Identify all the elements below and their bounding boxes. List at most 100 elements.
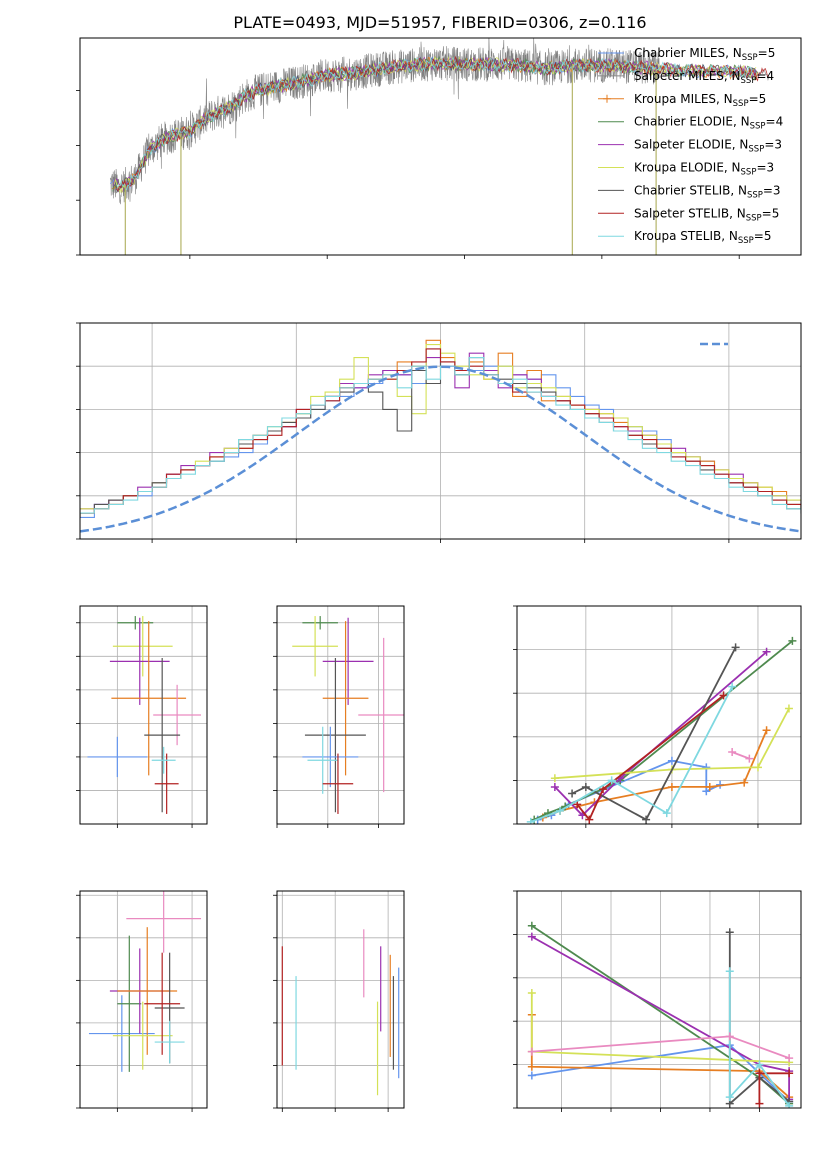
legend-tail: =4 xyxy=(756,69,774,83)
axes-frame xyxy=(79,890,208,1109)
series-point xyxy=(725,928,734,937)
legend-entry: Kroupa STELIB, NSSP=5 xyxy=(634,229,772,246)
plot-area xyxy=(87,616,202,814)
axes-frame xyxy=(516,890,802,1109)
series-line xyxy=(554,708,790,780)
legend-entry: Chabrier ELODIE, NSSP=4 xyxy=(634,115,783,132)
series-line xyxy=(554,651,768,817)
model-spectrum xyxy=(116,56,755,191)
legend-entry: Chabrier MILES, NSSP=5 xyxy=(634,46,775,63)
legend-label: Salpeter MILES, N xyxy=(634,69,741,83)
series-point xyxy=(725,1032,734,1041)
panel-mass_vs_Z xyxy=(76,890,208,1112)
legend-label: Salpeter STELIB, N xyxy=(634,206,746,220)
series-point xyxy=(755,1060,764,1069)
legend-entry: Kroupa MILES, NSSP=5 xyxy=(634,92,766,109)
plot-area xyxy=(281,929,400,1096)
series-point xyxy=(705,782,714,791)
series-point xyxy=(740,778,749,787)
series-line xyxy=(731,751,750,760)
legend-entry: Salpeter MILES, NSSP=4 xyxy=(634,69,774,86)
series-point xyxy=(527,921,536,930)
series-point xyxy=(702,763,711,772)
plot-area xyxy=(88,891,202,1072)
series-point xyxy=(550,774,559,783)
legend-tail: =5 xyxy=(758,46,776,60)
series-line xyxy=(571,646,737,821)
histogram-steps xyxy=(80,348,801,518)
legend-subscript: SSP xyxy=(741,168,757,178)
legend-tail: =5 xyxy=(762,206,780,220)
panel-massweight_vs_age xyxy=(513,605,802,828)
legend-label: Salpeter ELODIE, N xyxy=(634,138,748,152)
legend-subscript: SSP xyxy=(733,99,749,109)
series-point xyxy=(527,1047,536,1056)
axes-frame xyxy=(276,890,405,1109)
series-point xyxy=(581,782,590,791)
series-point xyxy=(785,1069,794,1078)
series-point xyxy=(556,806,565,815)
legend-entry: Kroupa ELODIE, NSSP=3 xyxy=(634,161,774,178)
legend-entry: Salpeter STELIB, NSSP=5 xyxy=(634,206,779,223)
series-point xyxy=(762,647,771,656)
model-spectrum xyxy=(113,55,757,194)
series-point xyxy=(568,789,577,798)
series-point xyxy=(550,782,559,791)
legend-marker xyxy=(603,94,611,103)
panel-residuals xyxy=(76,322,802,543)
series-point xyxy=(728,748,737,757)
observed-spectrum xyxy=(109,38,660,205)
legend-tail: =3 xyxy=(763,183,781,197)
legend-label: Kroupa MILES, N xyxy=(634,92,733,106)
series-point xyxy=(642,815,651,824)
axes-frame xyxy=(276,605,405,825)
gaussian-curve xyxy=(80,365,801,533)
legend-label: Chabrier STELIB, N xyxy=(634,183,747,197)
legend-label: Chabrier ELODIE, N xyxy=(634,115,750,129)
plot-area xyxy=(527,921,794,1108)
legend-tail: =3 xyxy=(756,161,774,175)
legend-subscript: SSP xyxy=(748,145,764,155)
series-point xyxy=(527,932,536,941)
series-point xyxy=(607,776,616,785)
legend-label: Kroupa ELODIE, N xyxy=(634,161,741,175)
histogram-steps xyxy=(80,339,801,518)
plot-area xyxy=(109,38,770,255)
histogram-steps xyxy=(80,357,801,518)
series-line xyxy=(531,935,790,1100)
legend-tail: =5 xyxy=(754,229,772,243)
series-point xyxy=(745,754,754,763)
series-point xyxy=(725,967,734,976)
plot-area xyxy=(80,339,801,533)
axes-frame xyxy=(79,605,208,825)
series-point xyxy=(755,1069,764,1078)
legend-subscript: SSP xyxy=(746,213,762,223)
series-point xyxy=(526,817,535,824)
series-point xyxy=(762,726,771,735)
plot-area xyxy=(292,616,404,814)
series-point xyxy=(667,782,676,791)
series-point xyxy=(725,1093,734,1102)
legend-entry: Salpeter ELODIE, NSSP=3 xyxy=(634,138,782,155)
series-point xyxy=(585,815,594,824)
panel-mass_vs_ebv xyxy=(273,890,405,1112)
legend-subscript: SSP xyxy=(738,236,754,246)
legend-subscript: SSP xyxy=(742,53,758,63)
series-point xyxy=(527,988,536,997)
panel-massweight_vs_Z xyxy=(513,890,802,1112)
legend-subscript: SSP xyxy=(747,190,763,200)
legend-label: Chabrier MILES, N xyxy=(634,46,742,60)
series-point xyxy=(784,704,793,713)
series-point xyxy=(719,691,728,700)
series-point xyxy=(753,763,762,772)
series-point xyxy=(728,682,737,691)
series-line xyxy=(576,694,725,822)
series-point xyxy=(755,1099,764,1108)
axes-frame xyxy=(79,37,802,256)
panel-age_vs_Z xyxy=(76,605,208,828)
series-point xyxy=(731,643,740,652)
series-point xyxy=(788,636,797,645)
